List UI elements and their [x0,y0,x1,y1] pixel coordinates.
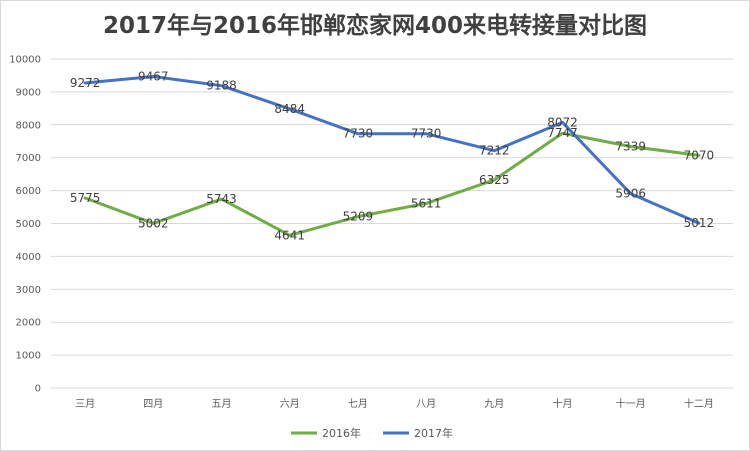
y-tick-label: 7000 [16,153,41,164]
x-tick-label: 四月 [143,398,163,410]
y-tick-label: 1000 [16,351,41,362]
data-labels: 5775 5002 5743 4641 5209 5611 6325 7747 7339 7070… [70,70,714,243]
data-label: 5775 [70,191,101,205]
data-label: 9188 [206,79,237,93]
data-label: 7070 [684,148,715,162]
y-tick-label: 3000 [16,285,41,296]
data-label: 5002 [138,216,169,230]
data-label: 7730 [411,127,442,141]
y-tick-label: 9000 [16,87,41,98]
series-line-2016年 [83,131,701,237]
data-label: 5012 [684,216,715,230]
data-label: 9272 [70,76,101,90]
data-label: 7747 [547,126,578,140]
data-label: 5611 [411,196,442,210]
legend-label: 2017年 [414,426,453,440]
x-tick-label: 十二月 [684,397,714,410]
x-tick-label: 六月 [280,398,300,410]
data-label: 6325 [479,173,510,187]
x-tick-label: 十月 [553,397,573,410]
y-tick-label: 0 [35,384,41,395]
y-tick-label: 6000 [16,186,41,197]
y-tick-label: 4000 [16,252,41,263]
x-tick-label: 八月 [416,398,436,410]
data-label: 7339 [615,140,646,154]
y-tick-label: 10000 [9,55,41,66]
y-tick-label: 5000 [16,219,41,230]
legend: 2016年 2017年 [291,426,453,440]
series-line-2017年 [83,75,701,225]
data-label: 4641 [274,228,305,242]
x-tick-label: 五月 [212,398,232,410]
data-label: 5209 [343,210,374,224]
y-axis: 0 1000 2000 3000 4000 5000 6000 7000 8000 9000 100… [9,55,41,395]
data-label: 7730 [343,127,374,141]
data-label: 9467 [138,70,169,84]
data-label: 5906 [615,187,646,201]
x-tick-label: 九月 [484,398,504,410]
data-label: 8484 [274,102,305,116]
data-label: 7212 [479,144,510,158]
x-tick-label: 三月 [75,398,95,410]
legend-label: 2016年 [322,426,361,440]
x-tick-label: 七月 [348,398,368,410]
chart-title: 2017年与2016年邯郸恋家网400来电转接量对比图 [103,12,647,39]
x-axis: 三月 四月 五月 六月 七月 八月 九月 十月 十一月 十二月 [75,397,714,410]
gridlines [51,58,733,389]
series-lines [83,75,701,237]
y-tick-label: 2000 [16,318,41,329]
data-label: 8072 [547,115,578,129]
x-tick-label: 十一月 [616,397,646,410]
data-label: 5743 [206,192,237,206]
y-tick-label: 8000 [16,120,41,131]
